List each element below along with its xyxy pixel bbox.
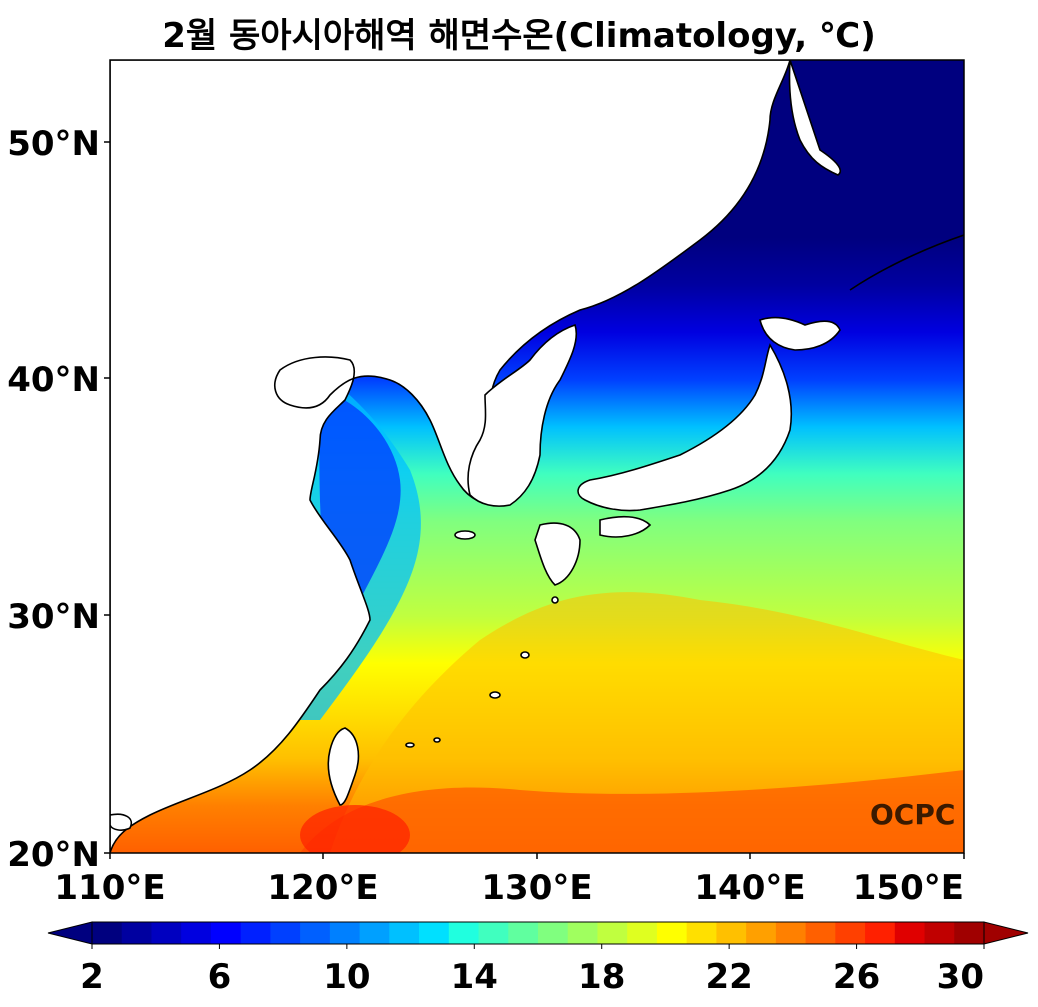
- colorbar-tick-labels: 2 6 10 14 18 22 26 30: [80, 944, 985, 997]
- colorbar-segment: [92, 922, 123, 944]
- okinawa-island: [489, 691, 501, 699]
- colorbar-segment: [656, 922, 688, 944]
- kuril-islands: [849, 234, 964, 291]
- colorbar-max-extend-arrow: [983, 921, 1029, 945]
- colorbar-segment: [478, 922, 509, 944]
- colorbar-tick-label: 26: [833, 957, 880, 997]
- shikoku-island: [599, 515, 652, 538]
- ryukyu-islet-4: [405, 742, 415, 748]
- map-title: 2월 동아시아해역 해면수온(Climatology, ℃): [162, 16, 876, 56]
- colorbar-segment: [181, 922, 212, 944]
- colorbar-segment: [716, 922, 747, 944]
- ocpc-watermark: OCPC: [870, 798, 955, 831]
- kyushu-island: [534, 522, 581, 586]
- colorbar-segment: [865, 922, 896, 944]
- asian-mainland: [110, 60, 791, 853]
- lat-label-20: 20°N: [7, 835, 100, 875]
- colorbar-segment: [627, 922, 658, 944]
- colorbar-tick-label: 2: [80, 957, 104, 997]
- lon-label-120: 120°E: [267, 868, 378, 908]
- colorbar-tick-label: 18: [578, 957, 625, 997]
- warm-spot-luzon: [300, 805, 410, 853]
- colorbar-tick-label: 10: [323, 957, 370, 997]
- colorbar-segment: [389, 922, 420, 944]
- colorbar-segment: [508, 922, 539, 944]
- colorbar-segment: [805, 922, 836, 944]
- hokkaido-island: [759, 316, 841, 351]
- warm-pool-south: [300, 770, 964, 853]
- colorbar-segment: [746, 922, 777, 944]
- colorbar: 2 6 10 14 18 22 26 30: [47, 921, 1029, 997]
- ryukyu-islet-1: [520, 651, 530, 659]
- ryukyu-islet-3: [433, 737, 441, 743]
- latitude-axis: 20°N 30°N 40°N 50°N: [7, 124, 110, 875]
- colorbar-segment: [894, 922, 926, 944]
- colorbar-frame: [91, 921, 985, 945]
- colorbar-segment: [240, 922, 271, 944]
- colorbar-segment: [954, 922, 985, 944]
- colorbar-segment: [329, 922, 361, 944]
- land-layer: [110, 60, 964, 853]
- colorbar-segment: [686, 922, 717, 944]
- lon-label-130: 130°E: [481, 868, 592, 908]
- colorbar-segment: [210, 922, 242, 944]
- colorbar-tick-label: 30: [937, 957, 984, 997]
- jeju-island: [454, 530, 476, 540]
- colorbar-segment: [567, 922, 598, 944]
- lat-label-40: 40°N: [7, 360, 100, 400]
- colorbar-segment: [835, 922, 866, 944]
- colorbar-segment: [300, 922, 331, 944]
- lon-label-110: 110°E: [54, 868, 165, 908]
- colorbar-segment: [775, 922, 807, 944]
- colorbar-segment: [448, 922, 480, 944]
- lat-label-30: 30°N: [7, 597, 100, 637]
- colorbar-segments: [92, 922, 985, 944]
- colorbar-segment: [419, 922, 450, 944]
- colorbar-min-extend-arrow: [47, 921, 93, 945]
- colorbar-tick-label: 22: [705, 957, 752, 997]
- colorbar-segment: [924, 922, 955, 944]
- korean-peninsula: [467, 323, 578, 507]
- honshu-island: [577, 343, 793, 512]
- longitude-axis: 110°E 120°E 130°E 140°E 150°E: [54, 853, 965, 908]
- colorbar-segment: [359, 922, 390, 944]
- colorbar-tick-label: 6: [208, 957, 232, 997]
- taiwan-island: [327, 727, 360, 806]
- colorbar-segment: [538, 922, 569, 944]
- sakhalin-island: [788, 60, 842, 176]
- lon-label-150: 150°E: [853, 868, 964, 908]
- colorbar-segment: [151, 922, 182, 944]
- colorbar-segment: [121, 922, 152, 944]
- colorbar-segment: [270, 922, 301, 944]
- ryukyu-islet-2: [551, 596, 559, 604]
- lon-label-140: 140°E: [694, 868, 805, 908]
- lat-label-50: 50°N: [7, 124, 100, 164]
- south-coast-landmass: [110, 813, 132, 831]
- colorbar-tick-label: 14: [451, 957, 498, 997]
- colorbar-segment: [597, 922, 628, 944]
